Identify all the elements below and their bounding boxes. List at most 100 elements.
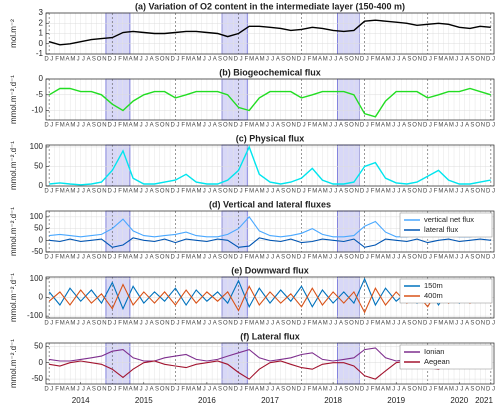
month-label: S — [470, 57, 474, 63]
month-label: N — [481, 387, 485, 393]
month-label: F — [55, 255, 59, 261]
month-label: O — [97, 387, 102, 393]
month-label: J — [392, 123, 395, 129]
month-label: O — [97, 255, 102, 261]
month-label: S — [344, 255, 348, 261]
month-label: F — [55, 57, 59, 63]
month-label: J — [271, 255, 274, 261]
month-label: D — [171, 321, 176, 327]
month-label: M — [133, 255, 138, 261]
month-label: A — [192, 387, 196, 393]
month-label: F — [118, 123, 122, 129]
month-label: J — [492, 255, 495, 261]
month-label: A — [87, 123, 91, 129]
month-label: M — [260, 57, 265, 63]
month-label: J — [176, 321, 179, 327]
month-label: A — [192, 255, 196, 261]
month-label: J — [50, 123, 53, 129]
month-label: D — [360, 387, 365, 393]
month-label: A — [213, 189, 217, 195]
month-label: O — [97, 123, 102, 129]
month-label: F — [118, 255, 122, 261]
month-label: J — [455, 387, 458, 393]
month-label: J — [176, 189, 179, 195]
month-label: J — [492, 123, 495, 129]
month-label: M — [249, 57, 254, 63]
month-label: O — [349, 387, 354, 393]
legend-label: Ionian — [424, 347, 444, 356]
month-label: A — [129, 189, 133, 195]
y-axis-label: mmol.m⁻².d⁻¹ — [9, 273, 18, 322]
month-label: J — [208, 255, 211, 261]
month-label: J — [429, 255, 432, 261]
month-label: J — [429, 321, 432, 327]
month-label: S — [344, 321, 348, 327]
month-label: J — [113, 123, 116, 129]
month-label: J — [77, 189, 80, 195]
month-label: D — [486, 387, 491, 393]
month-label: D — [234, 189, 239, 195]
month-label: A — [150, 255, 154, 261]
month-label: D — [486, 321, 491, 327]
month-label: J — [240, 387, 243, 393]
month-label: S — [281, 189, 285, 195]
month-label: M — [186, 123, 191, 129]
month-label: O — [286, 123, 291, 129]
month-label: J — [303, 57, 306, 63]
month-label: O — [160, 255, 165, 261]
month-label: A — [66, 57, 70, 63]
month-label: M — [70, 387, 75, 393]
y-tick-label: -50 — [31, 247, 43, 256]
month-label: J — [240, 321, 243, 327]
month-label: N — [291, 255, 295, 261]
month-label: F — [118, 57, 122, 63]
month-label: M — [60, 189, 65, 195]
month-label: M — [133, 387, 138, 393]
legend-label: vertical net flux — [424, 215, 474, 224]
month-label: M — [449, 57, 454, 63]
month-label: F — [371, 57, 375, 63]
y-tick-label: 3 — [39, 8, 44, 17]
month-label: A — [402, 189, 406, 195]
month-label: J — [455, 255, 458, 261]
month-label: A — [444, 321, 448, 327]
month-label: S — [470, 387, 474, 393]
month-label: D — [297, 321, 302, 327]
legend-box — [399, 344, 493, 370]
month-label: O — [475, 189, 480, 195]
month-label: A — [276, 387, 280, 393]
month-label: A — [402, 123, 406, 129]
month-label: D — [171, 123, 176, 129]
month-label: J — [203, 387, 206, 393]
month-label: J — [208, 57, 211, 63]
month-label: M — [312, 123, 317, 129]
month-label: S — [344, 57, 348, 63]
month-label: J — [266, 189, 269, 195]
month-label: N — [355, 255, 359, 261]
month-label: O — [475, 387, 480, 393]
month-label: A — [150, 189, 154, 195]
month-label: N — [102, 321, 106, 327]
month-label: J — [392, 57, 395, 63]
month-label: O — [475, 255, 480, 261]
month-label: M — [375, 123, 380, 129]
month-label: F — [245, 123, 249, 129]
month-label: M — [438, 387, 443, 393]
month-label: F — [181, 189, 185, 195]
month-label: O — [160, 123, 165, 129]
month-label: F — [371, 123, 375, 129]
month-label: N — [355, 321, 359, 327]
legend-label: lateral flux — [424, 225, 458, 234]
month-label: D — [360, 321, 365, 327]
month-label: J — [303, 189, 306, 195]
month-label: D — [107, 123, 112, 129]
month-label: J — [455, 57, 458, 63]
month-label: N — [102, 57, 106, 63]
month-label: J — [329, 321, 332, 327]
month-label: D — [360, 189, 365, 195]
legend-box — [399, 212, 493, 238]
month-label: J — [492, 387, 495, 393]
month-label: F — [181, 123, 185, 129]
month-label: F — [308, 123, 312, 129]
